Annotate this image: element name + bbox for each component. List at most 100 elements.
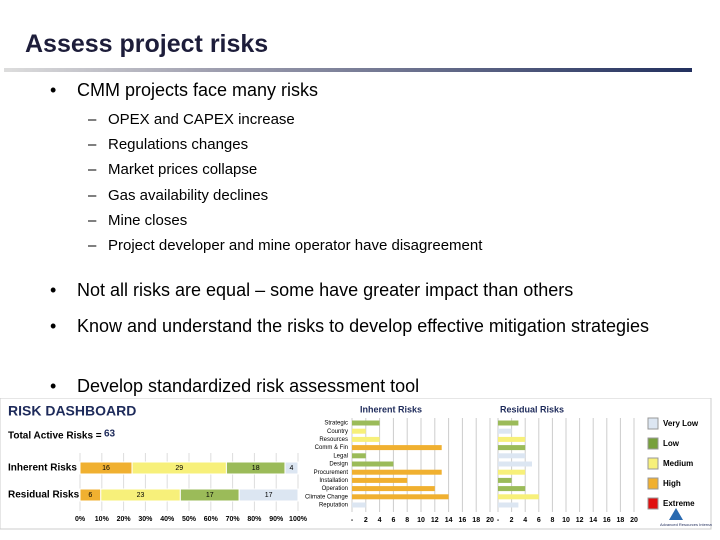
total-value: 63 — [104, 429, 116, 440]
category-label: Legal — [333, 453, 348, 459]
segment-label: 23 — [137, 492, 145, 499]
bar — [498, 469, 526, 475]
x-tick-label: 100% — [289, 516, 308, 523]
x-tick-label: 8 — [405, 517, 409, 524]
chart-title: Residual Risks — [500, 404, 564, 414]
segment-label: 16 — [102, 465, 110, 472]
bar — [498, 420, 519, 426]
bar-segment — [238, 488, 299, 502]
bar — [498, 461, 532, 467]
x-tick-label: 50% — [182, 516, 197, 523]
dashboard-title: RISK DASHBOARD — [8, 403, 136, 419]
x-tick-label: 18 — [617, 517, 625, 524]
segment-label: 17 — [265, 492, 273, 499]
bar — [352, 502, 366, 508]
category-label: Operation — [322, 486, 348, 492]
bullet: Not all risks are equal – some have grea… — [50, 278, 650, 302]
legend-swatch — [647, 437, 659, 450]
title-rule — [4, 68, 692, 72]
bar — [352, 461, 394, 467]
bullet-group: Not all risks are equal – some have grea… — [50, 278, 650, 302]
segment-label: 4 — [290, 465, 294, 472]
legend-swatch — [647, 477, 659, 490]
bullet-group: Develop standardized risk assessment too… — [50, 374, 650, 398]
bullet: Know and understand the risks to develop… — [50, 314, 650, 338]
segment-label: 6 — [88, 492, 92, 499]
slide-title: Assess project risks — [25, 30, 269, 58]
logo-mark — [669, 508, 683, 520]
x-tick-label: 10 — [417, 517, 425, 524]
bar — [498, 453, 526, 459]
category-label: Country — [327, 429, 348, 435]
legend-label: High — [663, 479, 681, 488]
category-label: Design — [329, 462, 348, 468]
category-label: Strategic — [324, 421, 348, 427]
logo-text: Advanced Resources International, Inc. — [660, 522, 712, 527]
x-tick-label: 10 — [562, 517, 570, 524]
bar — [352, 453, 366, 459]
bar — [352, 486, 435, 492]
legend-label: Low — [663, 439, 680, 448]
bullet: Develop standardized risk assessment too… — [50, 374, 650, 398]
bar — [352, 494, 449, 500]
x-tick-label: 16 — [603, 517, 611, 524]
bar — [498, 494, 539, 500]
x-tick-label: 18 — [472, 517, 480, 524]
x-tick-label: 4 — [523, 517, 527, 524]
bar — [352, 469, 442, 475]
bar — [498, 486, 526, 492]
x-tick-label: - — [351, 517, 354, 524]
x-tick-label: 80% — [247, 516, 262, 523]
row-label: Residual Risks — [8, 490, 80, 501]
x-tick-label: 0% — [75, 516, 86, 523]
sub-bullet: Project developer and mine operator have… — [50, 233, 650, 258]
category-label: Climate Change — [305, 494, 349, 500]
x-tick-label: 12 — [431, 517, 439, 524]
bar-segment — [284, 461, 299, 475]
bar — [498, 436, 526, 442]
sub-bullet: OPEX and CAPEX increase — [50, 107, 650, 132]
x-tick-label: 90% — [269, 516, 284, 523]
category-label: Installation — [319, 478, 348, 484]
bar — [352, 477, 408, 483]
category-label: Comm & Fin — [315, 445, 348, 451]
x-tick-label: - — [497, 517, 500, 524]
bar — [352, 420, 380, 426]
legend-label: Extreme — [663, 499, 695, 508]
bar — [498, 445, 526, 451]
x-tick-label: 8 — [550, 517, 554, 524]
x-tick-label: 6 — [391, 517, 395, 524]
segment-label: 18 — [252, 465, 260, 472]
x-tick-label: 20 — [630, 517, 638, 524]
x-tick-label: 20% — [117, 516, 132, 523]
category-label: Reputation — [319, 503, 348, 509]
sub-bullet: Gas availability declines — [50, 183, 650, 208]
x-tick-label: 30% — [138, 516, 153, 523]
bar — [498, 428, 512, 434]
x-tick-label: 70% — [226, 516, 241, 523]
sub-bullet: Regulations changes — [50, 132, 650, 157]
bullet: CMM projects face many risks — [50, 78, 650, 102]
x-tick-label: 10% — [95, 516, 110, 523]
legend-label: Very Low — [663, 419, 699, 428]
bullet-group: CMM projects face many risks OPEX and CAP… — [50, 78, 650, 258]
legend-swatch — [647, 417, 659, 430]
x-tick-label: 20 — [486, 517, 494, 524]
segment-label: 17 — [206, 492, 214, 499]
bar — [352, 436, 380, 442]
bullet-group: Know and understand the risks to develop… — [50, 314, 650, 338]
x-tick-label: 40% — [160, 516, 175, 523]
x-tick-label: 4 — [378, 517, 382, 524]
bar — [352, 428, 366, 434]
sub-bullet: Market prices collapse — [50, 157, 650, 182]
bar — [352, 445, 442, 451]
legend-swatch — [647, 457, 659, 470]
x-tick-label: 12 — [576, 517, 584, 524]
legend-label: Medium — [663, 459, 693, 468]
segment-label: 29 — [175, 465, 183, 472]
sub-bullet: Mine closes — [50, 208, 650, 233]
bar — [498, 502, 519, 508]
x-tick-label: 6 — [537, 517, 541, 524]
